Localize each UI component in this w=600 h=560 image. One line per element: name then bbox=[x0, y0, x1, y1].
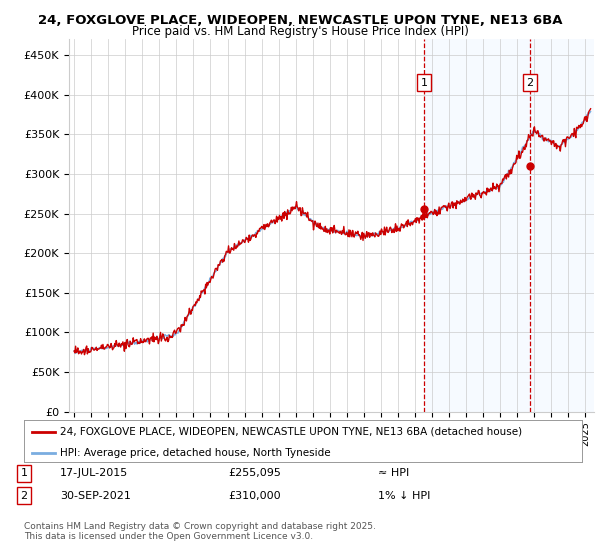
Bar bbox=[530, 39, 594, 412]
Text: 24, FOXGLOVE PLACE, WIDEOPEN, NEWCASTLE UPON TYNE, NE13 6BA: 24, FOXGLOVE PLACE, WIDEOPEN, NEWCASTLE … bbox=[38, 14, 562, 27]
Text: 2: 2 bbox=[527, 78, 533, 88]
Text: HPI: Average price, detached house, North Tyneside: HPI: Average price, detached house, Nort… bbox=[60, 448, 331, 458]
Text: £255,095: £255,095 bbox=[228, 468, 281, 478]
Text: 2: 2 bbox=[20, 491, 28, 501]
Text: 1: 1 bbox=[20, 468, 28, 478]
Text: 24, FOXGLOVE PLACE, WIDEOPEN, NEWCASTLE UPON TYNE, NE13 6BA (detached house): 24, FOXGLOVE PLACE, WIDEOPEN, NEWCASTLE … bbox=[60, 427, 523, 437]
Bar bbox=[424, 39, 530, 412]
Text: 30-SEP-2021: 30-SEP-2021 bbox=[60, 491, 131, 501]
Text: 1: 1 bbox=[421, 78, 428, 88]
Text: Contains HM Land Registry data © Crown copyright and database right 2025.
This d: Contains HM Land Registry data © Crown c… bbox=[24, 522, 376, 542]
Text: 17-JUL-2015: 17-JUL-2015 bbox=[60, 468, 128, 478]
Text: Price paid vs. HM Land Registry's House Price Index (HPI): Price paid vs. HM Land Registry's House … bbox=[131, 25, 469, 38]
Text: 1% ↓ HPI: 1% ↓ HPI bbox=[378, 491, 430, 501]
Text: £310,000: £310,000 bbox=[228, 491, 281, 501]
Text: ≈ HPI: ≈ HPI bbox=[378, 468, 409, 478]
